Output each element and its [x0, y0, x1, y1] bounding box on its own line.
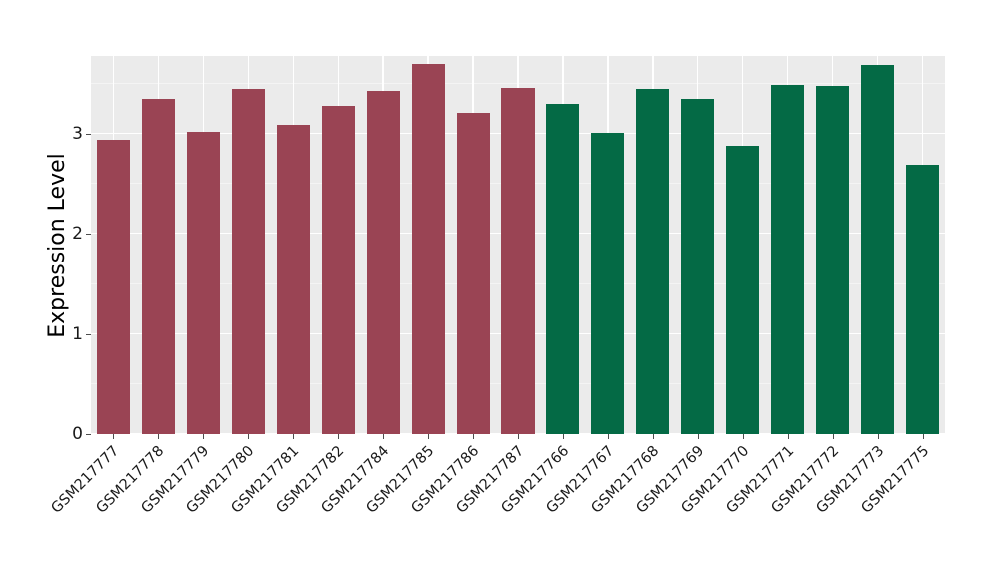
bar	[681, 99, 715, 434]
bar	[411, 64, 445, 434]
x-axis-tick-mark	[338, 434, 340, 439]
x-axis-tick-mark	[922, 434, 924, 439]
y-axis-tick-label: 0	[72, 423, 83, 444]
y-axis-tick-mark	[86, 333, 91, 335]
y-axis-tick-label: 3	[72, 123, 83, 144]
x-axis-tick-mark	[787, 434, 789, 439]
x-axis-tick-mark	[383, 434, 385, 439]
bar	[366, 91, 400, 434]
x-axis-tick-mark	[428, 434, 430, 439]
bar	[501, 88, 535, 434]
x-axis-tick-mark	[248, 434, 250, 439]
x-axis-tick-mark	[697, 434, 699, 439]
x-axis-tick-mark	[518, 434, 519, 439]
x-axis-tick-mark	[293, 434, 295, 439]
bar	[726, 146, 760, 434]
bar	[546, 104, 580, 434]
bar	[591, 133, 625, 434]
x-axis-tick-mark	[607, 434, 609, 439]
y-axis-tick-label: 2	[72, 223, 83, 244]
bar	[816, 86, 850, 434]
bar	[636, 89, 670, 434]
bar	[321, 106, 355, 434]
x-axis-tick-mark	[877, 434, 879, 439]
bar	[456, 113, 490, 434]
x-axis-tick-mark	[562, 434, 564, 439]
x-axis-tick-mark	[832, 434, 834, 439]
x-axis-tick-mark	[742, 434, 744, 439]
x-axis-tick-mark	[203, 434, 205, 439]
bar	[231, 89, 265, 434]
bar	[906, 165, 940, 434]
bar	[276, 125, 310, 434]
bar	[96, 140, 130, 434]
y-axis-tick-mark	[86, 233, 91, 235]
bar	[771, 85, 805, 434]
x-axis-tick-mark	[473, 434, 475, 439]
x-axis-tick-mark	[113, 434, 115, 439]
plot-panel	[91, 56, 945, 434]
x-axis: GSM217777 GSM217778 GSM217779 GSM217780 GSM2…	[49, 434, 945, 580]
y-axis-tick-label: 1	[72, 323, 83, 344]
y-axis-tick-mark	[86, 133, 91, 135]
x-axis-tick-mark	[158, 434, 160, 439]
bar	[861, 65, 895, 434]
y-axis-tick-mark	[86, 433, 91, 435]
bar	[186, 132, 220, 434]
x-axis-tick-mark	[652, 434, 654, 439]
y-axis: 0 1 2 3	[0, 0, 91, 580]
bar	[141, 99, 175, 434]
